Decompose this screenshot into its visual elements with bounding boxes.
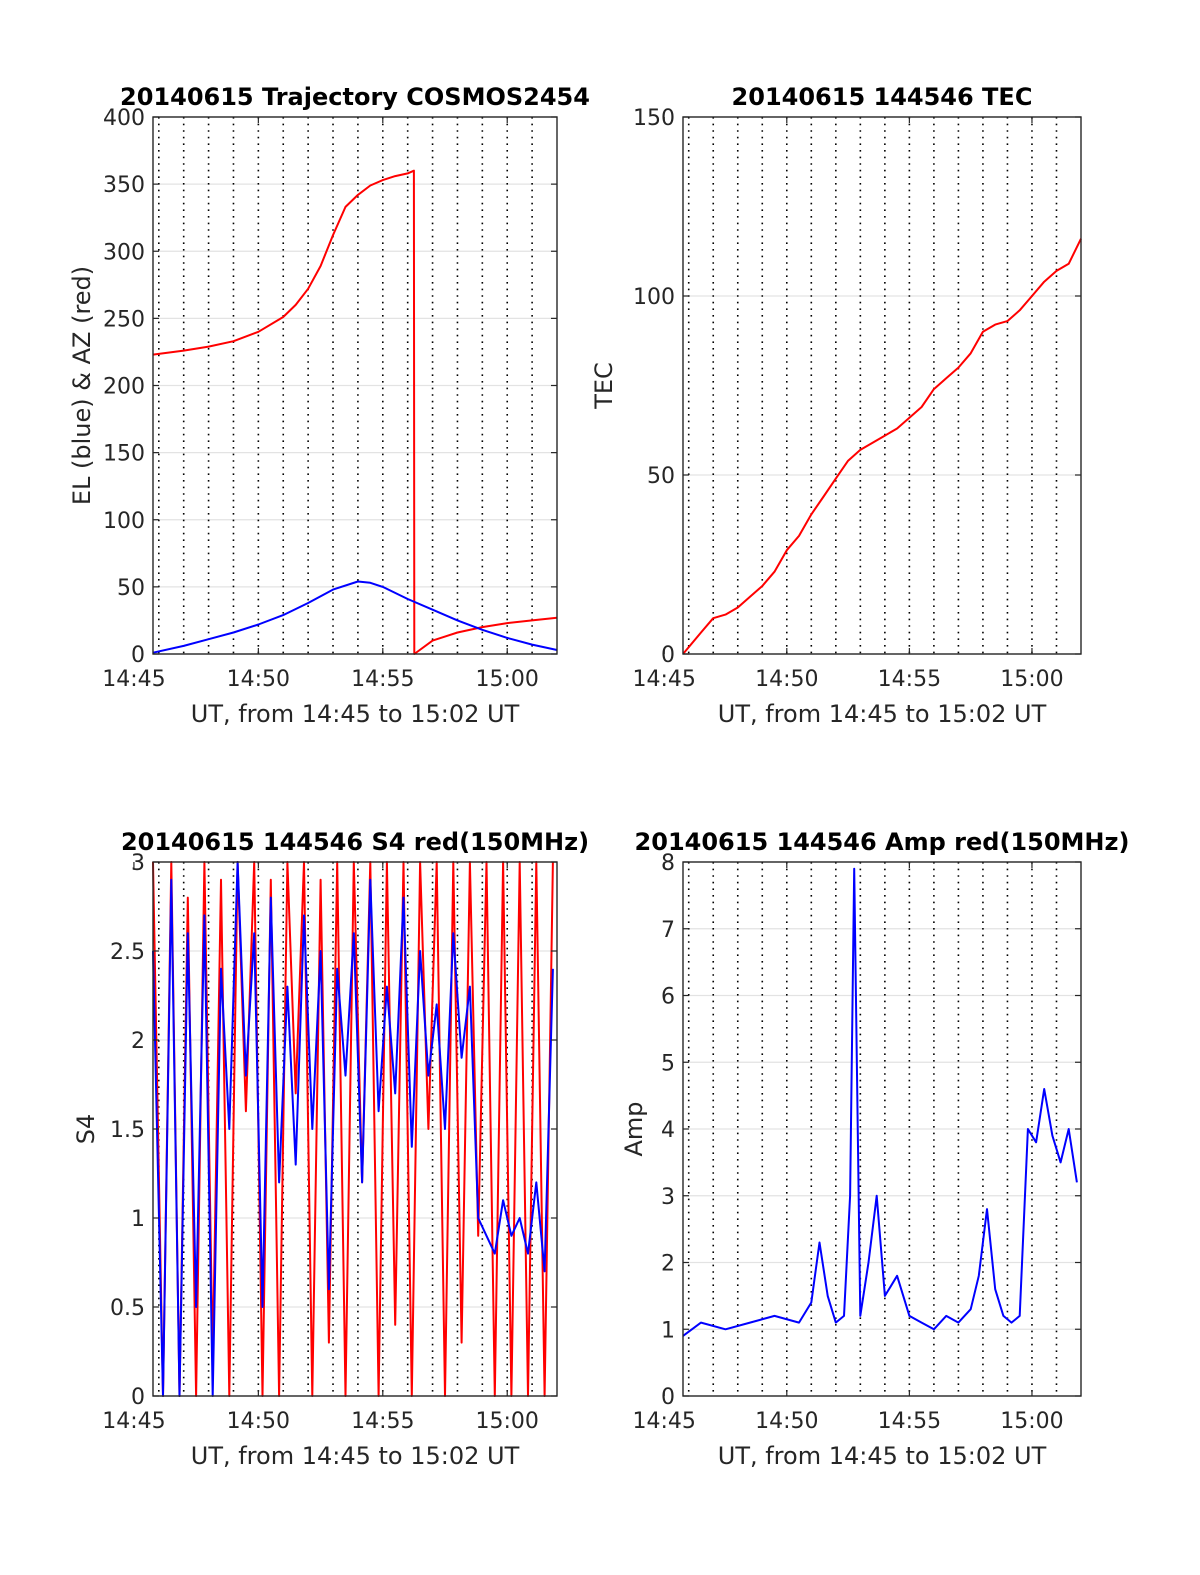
- chart-title: 20140615 144546 TEC: [732, 83, 1033, 111]
- series-line: [152, 861, 554, 1397]
- y-tick-label: 0: [661, 1385, 675, 1410]
- x-tick-label: 14:50: [755, 667, 818, 692]
- y-tick-label: 0.5: [110, 1296, 145, 1321]
- x-tick-label: 14:50: [227, 1409, 290, 1434]
- y-tick-label: 6: [661, 985, 675, 1010]
- series-2: [152, 861, 554, 1397]
- plot-area: [683, 117, 1081, 654]
- y-tick-label: 0: [131, 643, 145, 668]
- y-tick-label: 5: [661, 1051, 675, 1076]
- y-tick-label: 1: [131, 1207, 145, 1232]
- x-axis-label: UT, from 14:45 to 15:02 UT: [191, 1442, 520, 1470]
- y-tick-label: 0: [661, 643, 675, 668]
- y-tick-label: 7: [661, 918, 675, 943]
- x-tick-label: 14:45: [102, 1409, 165, 1434]
- y-tick-label: 2: [661, 1252, 675, 1277]
- series-1: [682, 867, 1078, 1337]
- series-1: [682, 238, 1082, 655]
- x-tick-label: 15:00: [1000, 667, 1063, 692]
- x-tick-label: 14:55: [351, 667, 414, 692]
- chart-panel-3: 0 0.5 1 1.5 2 2.5 3 14:45 14:50 14:55 15:00 2014061…: [72, 828, 589, 1470]
- x-tick-label: 14:50: [755, 1409, 818, 1434]
- chart-panel-2: 0 50 100 150 14:45 14:50 14:55 15:00 20140615 14…: [590, 83, 1082, 728]
- series-line: [682, 238, 1082, 655]
- x-tick-label: 15:00: [476, 1409, 539, 1434]
- series-1: [152, 169, 558, 655]
- y-tick-label: 350: [103, 173, 145, 198]
- axes-frame: [682, 116, 1082, 655]
- y-tick-label: 2.5: [110, 940, 145, 965]
- y-tick-label: 2: [131, 1029, 145, 1054]
- y-tick-label: 150: [103, 442, 145, 467]
- y-tick-label: 0: [131, 1385, 145, 1410]
- x-tick-label: 14:55: [351, 1409, 414, 1434]
- chart-title: 20140615 Trajectory COSMOS2454: [120, 83, 590, 111]
- x-tick-label: 14:50: [227, 667, 290, 692]
- series-line: [682, 867, 1078, 1337]
- y-tick-label: 4: [661, 1118, 675, 1143]
- chart-panel-4: 0 1 2 3 4 5 6 7 8 14:45 14:50 14:55 15:00 20140615 14…: [620, 828, 1129, 1470]
- chart-title: 20140615 144546 S4 red(150MHz): [121, 828, 589, 856]
- x-tick-label: 15:00: [1000, 1409, 1063, 1434]
- y-tick-label: 1: [661, 1318, 675, 1343]
- x-tick-label: 14:45: [633, 667, 696, 692]
- y-tick-label: 400: [103, 106, 145, 131]
- y-tick-label: 8: [661, 851, 675, 876]
- x-tick-label: 14:45: [102, 667, 165, 692]
- x-axis-label: UT, from 14:45 to 15:02 UT: [718, 1442, 1047, 1470]
- y-tick-label: 250: [103, 307, 145, 332]
- y-tick-label: 200: [103, 375, 145, 400]
- y-tick-label: 100: [633, 285, 675, 310]
- y-tick-label: 100: [103, 509, 145, 534]
- y-tick-label: 3: [131, 851, 145, 876]
- chart-title: 20140615 144546 Amp red(150MHz): [635, 828, 1130, 856]
- y-tick-label: 3: [661, 1185, 675, 1210]
- series-line: [152, 169, 558, 655]
- y-axis-label: TEC: [590, 362, 618, 410]
- series-2: [152, 580, 558, 654]
- x-tick-label: 14:45: [633, 1409, 696, 1434]
- y-tick-label: 150: [633, 106, 675, 131]
- x-axis-label: UT, from 14:45 to 15:02 UT: [718, 700, 1047, 728]
- y-tick-label: 300: [103, 240, 145, 265]
- y-axis-label: EL (blue) & AZ (red): [68, 266, 96, 505]
- y-tick-label: 1.5: [110, 1118, 145, 1143]
- chart-panel-1: 0 50 100 150 200 250 300 350 400 14:45 14:50 14:55 1…: [68, 83, 590, 728]
- y-axis-label: Amp: [620, 1101, 648, 1156]
- x-tick-label: 14:55: [878, 1409, 941, 1434]
- series-line: [152, 580, 558, 654]
- x-axis-label: UT, from 14:45 to 15:02 UT: [191, 700, 520, 728]
- x-tick-label: 14:55: [878, 667, 941, 692]
- x-tick-label: 15:00: [476, 667, 539, 692]
- y-axis-label: S4: [72, 1114, 100, 1145]
- y-tick-label: 50: [647, 464, 675, 489]
- y-tick-label: 50: [117, 576, 145, 601]
